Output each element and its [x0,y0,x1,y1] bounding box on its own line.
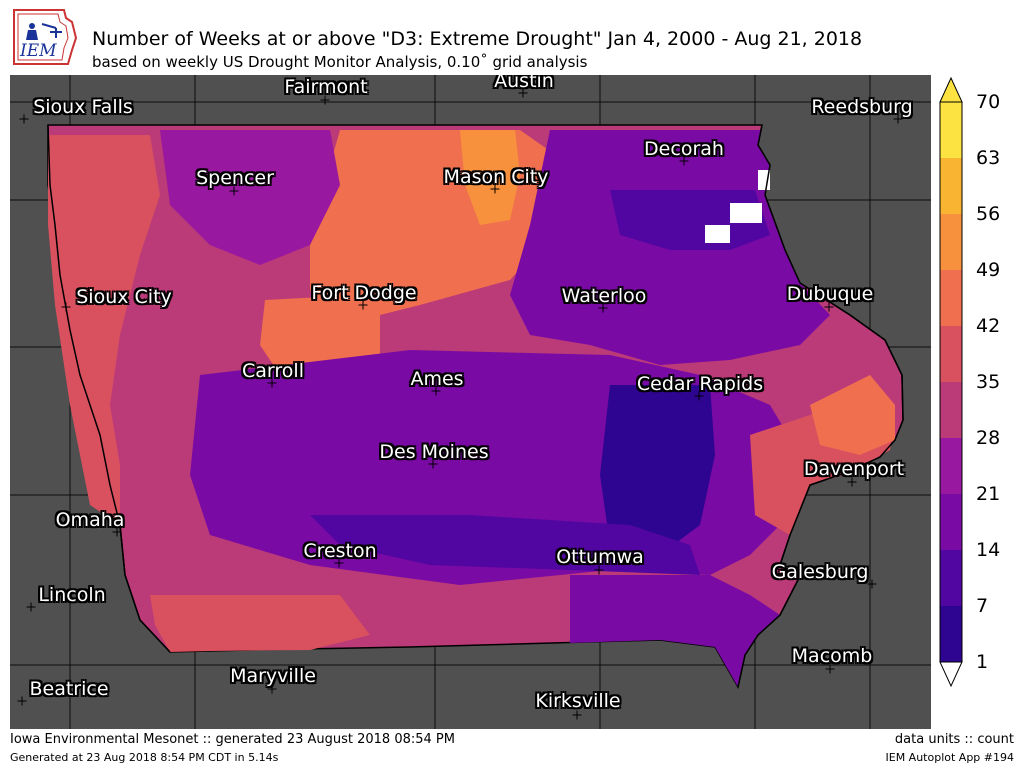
footer-app: IEM Autoplot App #194 [885,751,1015,764]
city-label-maryville: Maryville [230,665,316,687]
colorbar-tick-label: 7 [976,595,989,617]
colorbar-segment-3 [940,270,962,326]
city-marker-kirksville [572,710,582,720]
colorbar [939,76,963,687]
city-marker-decorah [679,156,689,166]
city-label-macomb: Macomb [791,645,873,667]
city-label-beatrice: Beatrice [29,678,109,700]
drought-map: Sioux Falls Fairmont Austin Reedsburg De… [10,75,931,729]
city-label-ames: Ames [410,368,464,390]
city-marker-cedar-rapids [694,391,704,401]
iem-logo-text: IEM [19,41,57,61]
city-label-reedsburg: Reedsburg [811,96,913,118]
region-west-orange [48,135,160,525]
colorbar-segment-2 [940,214,962,270]
colorbar-segment-6 [940,438,962,494]
city-marker-fort-dodge [358,300,368,310]
region-spencer-magenta [160,130,340,265]
city-marker-sioux-city [61,302,71,312]
city-label-cedar-rapids: Cedar Rapids [636,373,764,395]
city-label-ottumwa: Ottumwa [556,546,644,568]
colorbar-tick-label: 56 [976,203,1001,225]
city-marker-reedsburg [893,114,903,124]
map-subtitle: based on weekly US Drought Monitor Analy… [92,53,588,71]
city-marker-maryville [267,684,277,694]
iem-logo: IEM [6,4,84,70]
region-fort-dodge-orange [260,295,380,375]
city-label-austin: Austin [494,75,554,92]
colorbar-tick-label: 14 [976,539,1001,561]
colorbar-tick-label: 49 [976,259,1001,281]
region-davenport-orange [810,375,895,455]
city-label-dubuque: Dubuque [786,283,874,305]
city-marker-ames [431,386,441,396]
city-label-waterloo: Waterloo [561,285,647,307]
colorbar-segment-5 [940,382,962,438]
region-mason-city-peak [460,130,520,225]
footer-timing: Generated at 23 Aug 2018 8:54 PM CDT in … [10,751,279,764]
region-no-data-ne [705,170,770,243]
city-marker-sioux-falls [19,114,29,124]
city-marker-omaha [112,527,122,537]
iowa-drought-field [47,124,904,690]
city-label-decorah: Decorah [644,138,724,160]
city-marker-mason-city [490,184,500,194]
city-marker-spencer [229,186,239,196]
footer-units: data units :: count [894,732,1014,747]
city-label-mason-city: Mason City [443,166,549,188]
colorbar-segment-8 [940,550,962,606]
city-marker-waterloo [598,303,608,313]
city-label-des-moines: Des Moines [379,441,489,463]
colorbar-top-extend [939,76,963,103]
city-marker-dubuque [824,302,834,312]
rivers [47,124,904,688]
city-marker-ottumwa [594,565,604,575]
city-label-fairmont: Fairmont [284,76,368,98]
colorbar-tick-label: 63 [976,147,1001,169]
colorbar-segment-9 [940,606,962,662]
city-label-carroll: Carroll [242,360,304,382]
city-label-omaha: Omaha [55,509,125,531]
colorbar-tick-label: 35 [976,371,1001,393]
city-label-creston: Creston [303,540,377,562]
colorbar-segments [939,101,963,663]
region-south-pink [150,595,370,652]
city-marker-davenport [847,477,857,487]
region-south-east-purple [570,575,780,687]
city-label-sioux-falls: Sioux Falls [33,96,133,118]
city-marker-macomb [825,664,835,674]
city-marker-galesburg [867,579,877,589]
city-marker-austin [518,88,528,98]
colorbar-segment-0 [940,102,962,158]
region-south-central-deep [310,515,700,575]
colorbar-segment-7 [940,494,962,550]
city-label-kirksville: Kirksville [535,690,621,712]
footer-generated: Iowa Environmental Mesonet :: generated … [10,732,455,747]
city-marker-carroll [267,378,277,388]
colorbar-tick-label: 1 [976,651,989,673]
colorbar-segment-4 [940,326,962,382]
region-cedar-deep [600,385,715,555]
colorbar-tick-label: 42 [976,315,1001,337]
colorbar-tick-label: 70 [976,91,1001,113]
city-label-fort-dodge: Fort Dodge [311,282,417,304]
city-label-sioux-city: Sioux City [76,286,172,308]
colorbar-bottom-extend [939,661,963,687]
colorbar-tick-label: 21 [976,483,1001,505]
colorbar-tick-label: 28 [976,427,1001,449]
city-label-lincoln: Lincoln [38,584,106,606]
city-marker-lincoln [26,602,36,612]
city-label-spencer: Spencer [196,167,274,189]
colorbar-segment-1 [940,158,962,214]
city-marker-des-moines [428,459,438,469]
city-label-davenport: Davenport [803,458,905,480]
city-label-galesburg: Galesburg [771,561,869,583]
city-marker-beatrice [17,696,27,706]
city-marker-creston [334,558,344,568]
city-marker-fairmont [320,95,330,105]
map-title: Number of Weeks at or above "D3: Extreme… [92,28,863,50]
